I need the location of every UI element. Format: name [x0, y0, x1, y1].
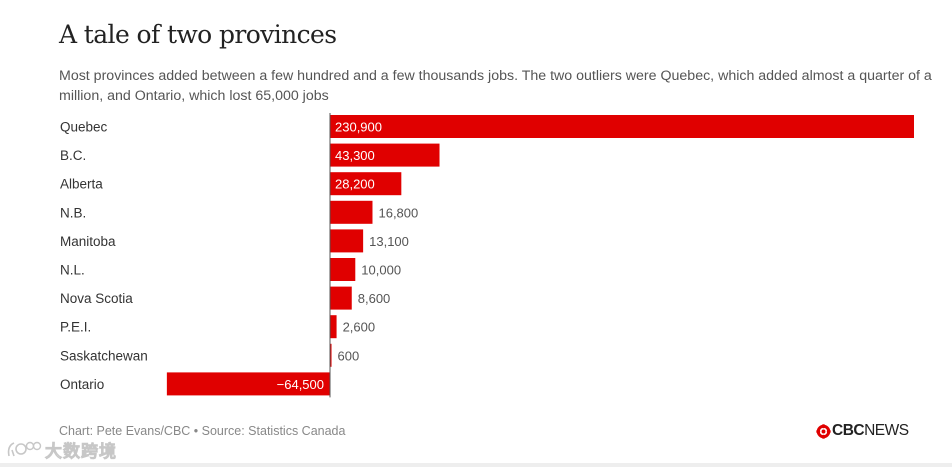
category-label: Alberta [60, 177, 103, 192]
category-label: Manitoba [60, 234, 116, 249]
value-label: 13,100 [369, 234, 409, 249]
value-label: −64,500 [277, 377, 324, 392]
bar[interactable] [330, 172, 402, 196]
bar[interactable] [330, 229, 364, 253]
bar[interactable] [330, 258, 356, 281]
value-label: 2,600 [343, 320, 376, 335]
value-label: 43,300 [335, 148, 375, 163]
bar[interactable] [330, 315, 337, 339]
watermark: 大数跨境 [6, 436, 117, 462]
bar[interactable] [166, 372, 330, 396]
cbc-news-logo[interactable]: CBCNEWS [816, 421, 909, 441]
bar[interactable] [330, 143, 440, 167]
cbc-news-wordmark: CBCNEWS [832, 422, 909, 440]
logo-suffix: NEWS [864, 422, 909, 439]
bar-chart: Quebec 230,900 B.C. 43,300 Alberta 28,200 N.B.… [60, 113, 914, 398]
category-label: P.E.I. [60, 320, 91, 335]
bar[interactable] [330, 115, 914, 138]
watermark-text: 大数跨境 [45, 441, 117, 461]
category-label: N.B. [60, 205, 86, 220]
watermark-logo-icon [7, 441, 42, 457]
chart-source: Chart: Pete Evans/CBC • Source: Statisti… [59, 424, 346, 438]
bar[interactable] [330, 200, 373, 224]
category-label: Nova Scotia [60, 291, 133, 306]
category-label: N.L. [60, 263, 85, 278]
chart-subtitle: Most provinces added between a few hundr… [59, 68, 932, 104]
category-label: B.C. [60, 148, 86, 163]
category-label: Quebec [60, 120, 108, 135]
bar[interactable] [330, 286, 352, 310]
value-label: 8,600 [358, 291, 391, 306]
cbc-gem-icon [816, 423, 831, 439]
bar[interactable] [330, 343, 332, 367]
logo-brand: CBC [832, 422, 865, 439]
chart-title: A tale of two provinces [59, 20, 337, 49]
bottom-rule [0, 463, 952, 467]
value-label: 10,000 [361, 263, 401, 278]
value-label: 600 [338, 348, 360, 363]
value-label: 16,800 [378, 205, 418, 220]
value-label: 28,200 [335, 177, 375, 192]
category-label: Saskatchewan [60, 348, 148, 363]
value-label: 230,900 [335, 120, 382, 135]
category-label: Ontario [60, 377, 104, 392]
